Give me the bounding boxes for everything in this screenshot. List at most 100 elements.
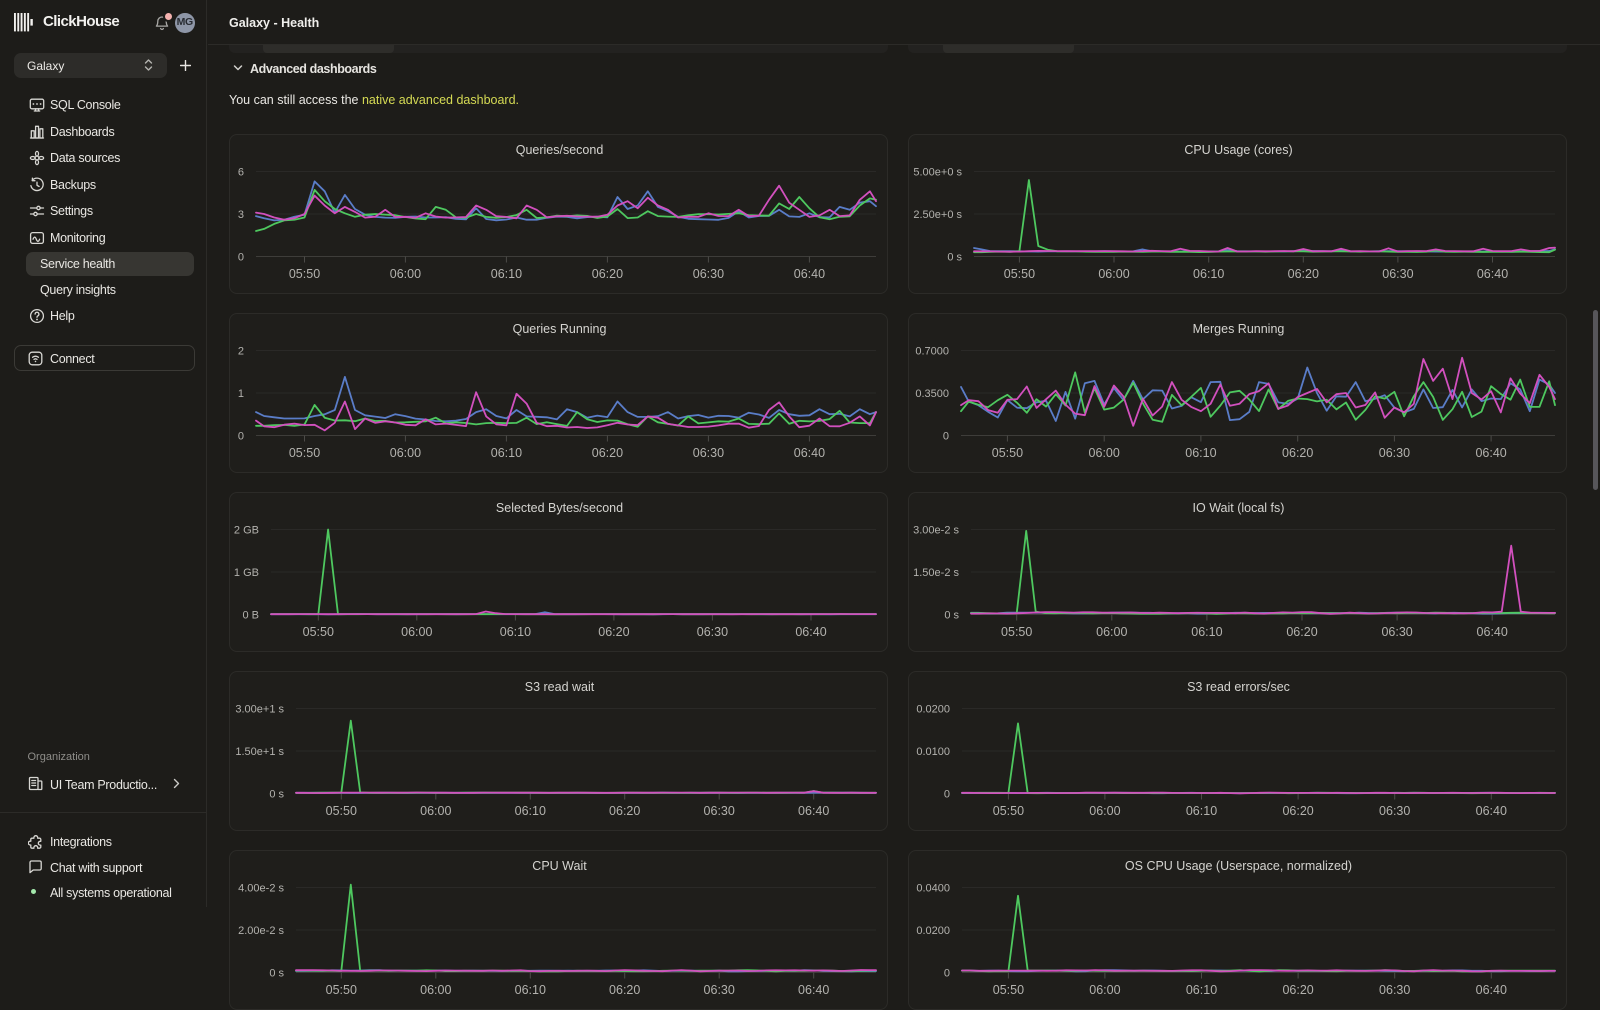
svg-text:06:40: 06:40 bbox=[794, 446, 825, 460]
svg-text:06:10: 06:10 bbox=[1185, 446, 1216, 460]
svg-text:0.0200: 0.0200 bbox=[916, 704, 950, 716]
svg-text:06:20: 06:20 bbox=[1282, 804, 1313, 818]
svg-text:1: 1 bbox=[238, 388, 244, 400]
svg-text:0.7000: 0.7000 bbox=[915, 346, 949, 358]
svg-text:2.50e+0 s: 2.50e+0 s bbox=[913, 209, 962, 221]
svg-text:6: 6 bbox=[238, 167, 244, 179]
svg-text:06:20: 06:20 bbox=[609, 804, 640, 818]
svg-text:06:40: 06:40 bbox=[1475, 446, 1506, 460]
svg-text:06:40: 06:40 bbox=[1477, 267, 1508, 281]
svg-text:IO Wait (local fs): IO Wait (local fs) bbox=[1193, 501, 1285, 515]
svg-text:06:20: 06:20 bbox=[1286, 625, 1317, 639]
svg-text:06:40: 06:40 bbox=[794, 267, 825, 281]
svg-text:06:20: 06:20 bbox=[1288, 267, 1319, 281]
svg-text:05:50: 05:50 bbox=[289, 446, 320, 460]
svg-text:06:30: 06:30 bbox=[1379, 804, 1410, 818]
svg-text:06:10: 06:10 bbox=[500, 625, 531, 639]
svg-text:05:50: 05:50 bbox=[1001, 625, 1032, 639]
svg-text:4.00e-2 s: 4.00e-2 s bbox=[238, 883, 284, 895]
svg-text:0.0400: 0.0400 bbox=[916, 883, 950, 895]
svg-text:06:00: 06:00 bbox=[1089, 446, 1120, 460]
svg-text:3.00e+1 s: 3.00e+1 s bbox=[235, 704, 284, 716]
svg-text:06:30: 06:30 bbox=[697, 625, 728, 639]
svg-text:0 s: 0 s bbox=[269, 968, 284, 980]
svg-text:S3 read wait: S3 read wait bbox=[525, 680, 595, 694]
svg-text:0: 0 bbox=[944, 968, 950, 980]
svg-text:05:50: 05:50 bbox=[326, 983, 357, 997]
svg-text:0 s: 0 s bbox=[269, 789, 284, 801]
svg-text:Merges Running: Merges Running bbox=[1193, 322, 1285, 336]
svg-text:0: 0 bbox=[238, 431, 244, 443]
svg-text:0.0200: 0.0200 bbox=[916, 925, 950, 937]
svg-text:06:40: 06:40 bbox=[798, 804, 829, 818]
svg-text:Queries/second: Queries/second bbox=[516, 143, 604, 157]
svg-text:06:10: 06:10 bbox=[491, 446, 522, 460]
svg-text:06:00: 06:00 bbox=[390, 267, 421, 281]
svg-text:2: 2 bbox=[238, 346, 244, 358]
svg-text:06:00: 06:00 bbox=[420, 983, 451, 997]
svg-text:0.3500: 0.3500 bbox=[915, 388, 949, 400]
svg-text:06:20: 06:20 bbox=[1282, 446, 1313, 460]
svg-text:0: 0 bbox=[944, 789, 950, 801]
svg-text:5.00e+0 s: 5.00e+0 s bbox=[913, 167, 962, 179]
svg-text:05:50: 05:50 bbox=[326, 804, 357, 818]
svg-text:06:10: 06:10 bbox=[1191, 625, 1222, 639]
svg-text:05:50: 05:50 bbox=[289, 267, 320, 281]
svg-text:06:30: 06:30 bbox=[1381, 625, 1412, 639]
svg-text:06:20: 06:20 bbox=[592, 446, 623, 460]
svg-text:0 s: 0 s bbox=[947, 252, 962, 264]
svg-text:1 GB: 1 GB bbox=[234, 567, 259, 579]
svg-text:06:00: 06:00 bbox=[1098, 267, 1129, 281]
svg-text:Queries Running: Queries Running bbox=[513, 322, 607, 336]
svg-text:06:10: 06:10 bbox=[1186, 983, 1217, 997]
svg-text:05:50: 05:50 bbox=[1004, 267, 1035, 281]
svg-text:05:50: 05:50 bbox=[303, 625, 334, 639]
svg-text:06:00: 06:00 bbox=[420, 804, 451, 818]
svg-text:06:30: 06:30 bbox=[1379, 446, 1410, 460]
svg-text:06:40: 06:40 bbox=[1476, 804, 1507, 818]
svg-text:05:50: 05:50 bbox=[992, 446, 1023, 460]
svg-text:06:00: 06:00 bbox=[390, 446, 421, 460]
svg-text:3: 3 bbox=[238, 209, 244, 221]
svg-text:06:30: 06:30 bbox=[1382, 267, 1413, 281]
svg-text:0.0100: 0.0100 bbox=[916, 746, 950, 758]
svg-text:S3 read errors/sec: S3 read errors/sec bbox=[1187, 680, 1290, 694]
svg-text:06:40: 06:40 bbox=[1477, 625, 1508, 639]
svg-text:2 GB: 2 GB bbox=[234, 525, 259, 537]
svg-text:06:20: 06:20 bbox=[1282, 983, 1313, 997]
svg-text:06:30: 06:30 bbox=[1379, 983, 1410, 997]
svg-text:06:00: 06:00 bbox=[1089, 804, 1120, 818]
svg-text:1.50e+1 s: 1.50e+1 s bbox=[235, 746, 284, 758]
svg-text:0: 0 bbox=[943, 431, 949, 443]
svg-text:2.00e-2 s: 2.00e-2 s bbox=[238, 925, 284, 937]
svg-text:06:10: 06:10 bbox=[1193, 267, 1224, 281]
svg-text:06:30: 06:30 bbox=[693, 267, 724, 281]
svg-text:06:10: 06:10 bbox=[515, 804, 546, 818]
svg-text:06:00: 06:00 bbox=[1089, 983, 1120, 997]
svg-text:06:30: 06:30 bbox=[704, 804, 735, 818]
svg-text:3.00e-2 s: 3.00e-2 s bbox=[913, 525, 959, 537]
svg-text:0: 0 bbox=[238, 252, 244, 264]
svg-text:06:20: 06:20 bbox=[592, 267, 623, 281]
svg-text:06:30: 06:30 bbox=[704, 983, 735, 997]
svg-text:06:20: 06:20 bbox=[598, 625, 629, 639]
svg-text:06:30: 06:30 bbox=[693, 446, 724, 460]
svg-text:1.50e-2 s: 1.50e-2 s bbox=[913, 567, 959, 579]
svg-text:06:40: 06:40 bbox=[798, 983, 829, 997]
svg-text:06:10: 06:10 bbox=[515, 983, 546, 997]
svg-text:CPU Wait: CPU Wait bbox=[532, 859, 587, 873]
svg-text:06:10: 06:10 bbox=[1186, 804, 1217, 818]
svg-text:06:20: 06:20 bbox=[609, 983, 640, 997]
svg-text:05:50: 05:50 bbox=[993, 804, 1024, 818]
svg-text:06:00: 06:00 bbox=[401, 625, 432, 639]
svg-text:OS CPU Usage (Userspace, norma: OS CPU Usage (Userspace, normalized) bbox=[1125, 859, 1352, 873]
svg-text:Selected Bytes/second: Selected Bytes/second bbox=[496, 501, 623, 515]
svg-text:06:40: 06:40 bbox=[795, 625, 826, 639]
svg-text:06:10: 06:10 bbox=[491, 267, 522, 281]
svg-text:06:00: 06:00 bbox=[1096, 625, 1127, 639]
svg-text:0 B: 0 B bbox=[242, 610, 259, 622]
svg-text:CPU Usage (cores): CPU Usage (cores) bbox=[1184, 143, 1292, 157]
svg-text:0 s: 0 s bbox=[944, 610, 959, 622]
svg-text:05:50: 05:50 bbox=[993, 983, 1024, 997]
svg-text:06:40: 06:40 bbox=[1476, 983, 1507, 997]
